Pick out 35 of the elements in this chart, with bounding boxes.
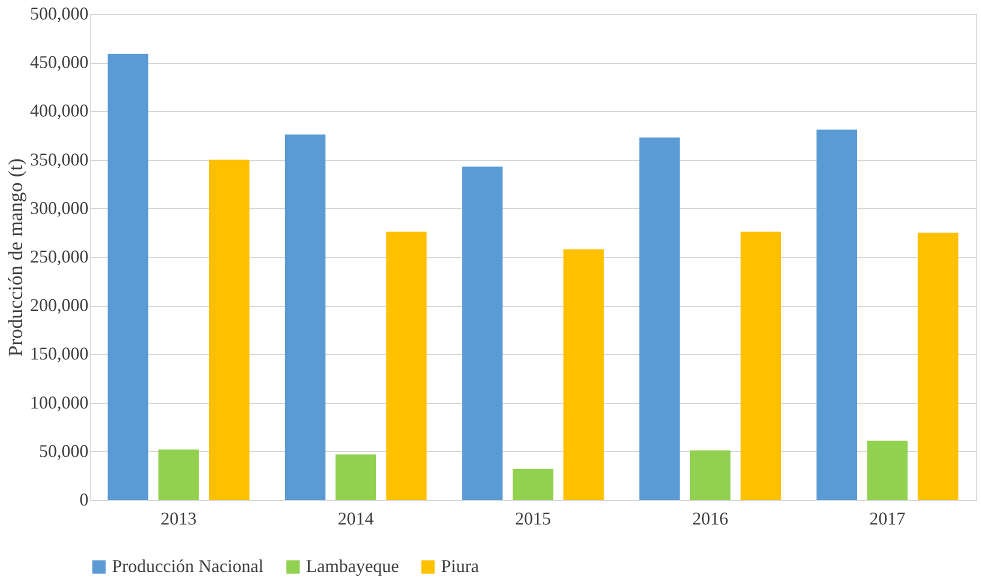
bar — [512, 468, 554, 500]
y-tick-label: 400,000 — [30, 100, 88, 121]
bar — [284, 134, 326, 500]
y-tick-label: 50,000 — [39, 440, 88, 461]
bar — [867, 440, 908, 500]
y-tick-label: 250,000 — [30, 246, 88, 266]
bar — [208, 160, 250, 500]
bar — [918, 232, 958, 500]
x-tick-label: 2013 — [160, 508, 197, 528]
x-tick-label: 2016 — [692, 508, 728, 528]
bar — [386, 232, 427, 500]
y-tick-label: 300,000 — [30, 198, 88, 218]
y-axis-title: Producción de mango (t) — [5, 158, 27, 357]
bar — [158, 449, 199, 500]
legend-label: Producción Nacional — [112, 556, 264, 576]
x-tick-label: 2014 — [338, 508, 374, 528]
y-tick-label: 200,000 — [30, 295, 88, 316]
x-tick-label: 2017 — [869, 508, 906, 528]
legend-label: Lambayeque — [306, 556, 399, 576]
y-tick-label: 100,000 — [30, 392, 88, 412]
y-tick-label: 150,000 — [30, 344, 88, 364]
y-tick-label: 350,000 — [30, 149, 88, 170]
bar — [462, 166, 503, 500]
x-tick-label: 2015 — [515, 508, 551, 528]
y-tick-label: 500,000 — [30, 4, 88, 24]
y-tick-label: 0 — [80, 490, 88, 510]
bar — [690, 450, 730, 500]
bar — [639, 137, 680, 500]
legend-label: Piura — [441, 556, 480, 576]
bar — [816, 130, 858, 500]
bar — [563, 249, 604, 500]
bar — [740, 232, 782, 500]
y-tick-label: 450,000 — [30, 52, 88, 72]
bar — [108, 54, 148, 500]
bar — [336, 454, 376, 500]
